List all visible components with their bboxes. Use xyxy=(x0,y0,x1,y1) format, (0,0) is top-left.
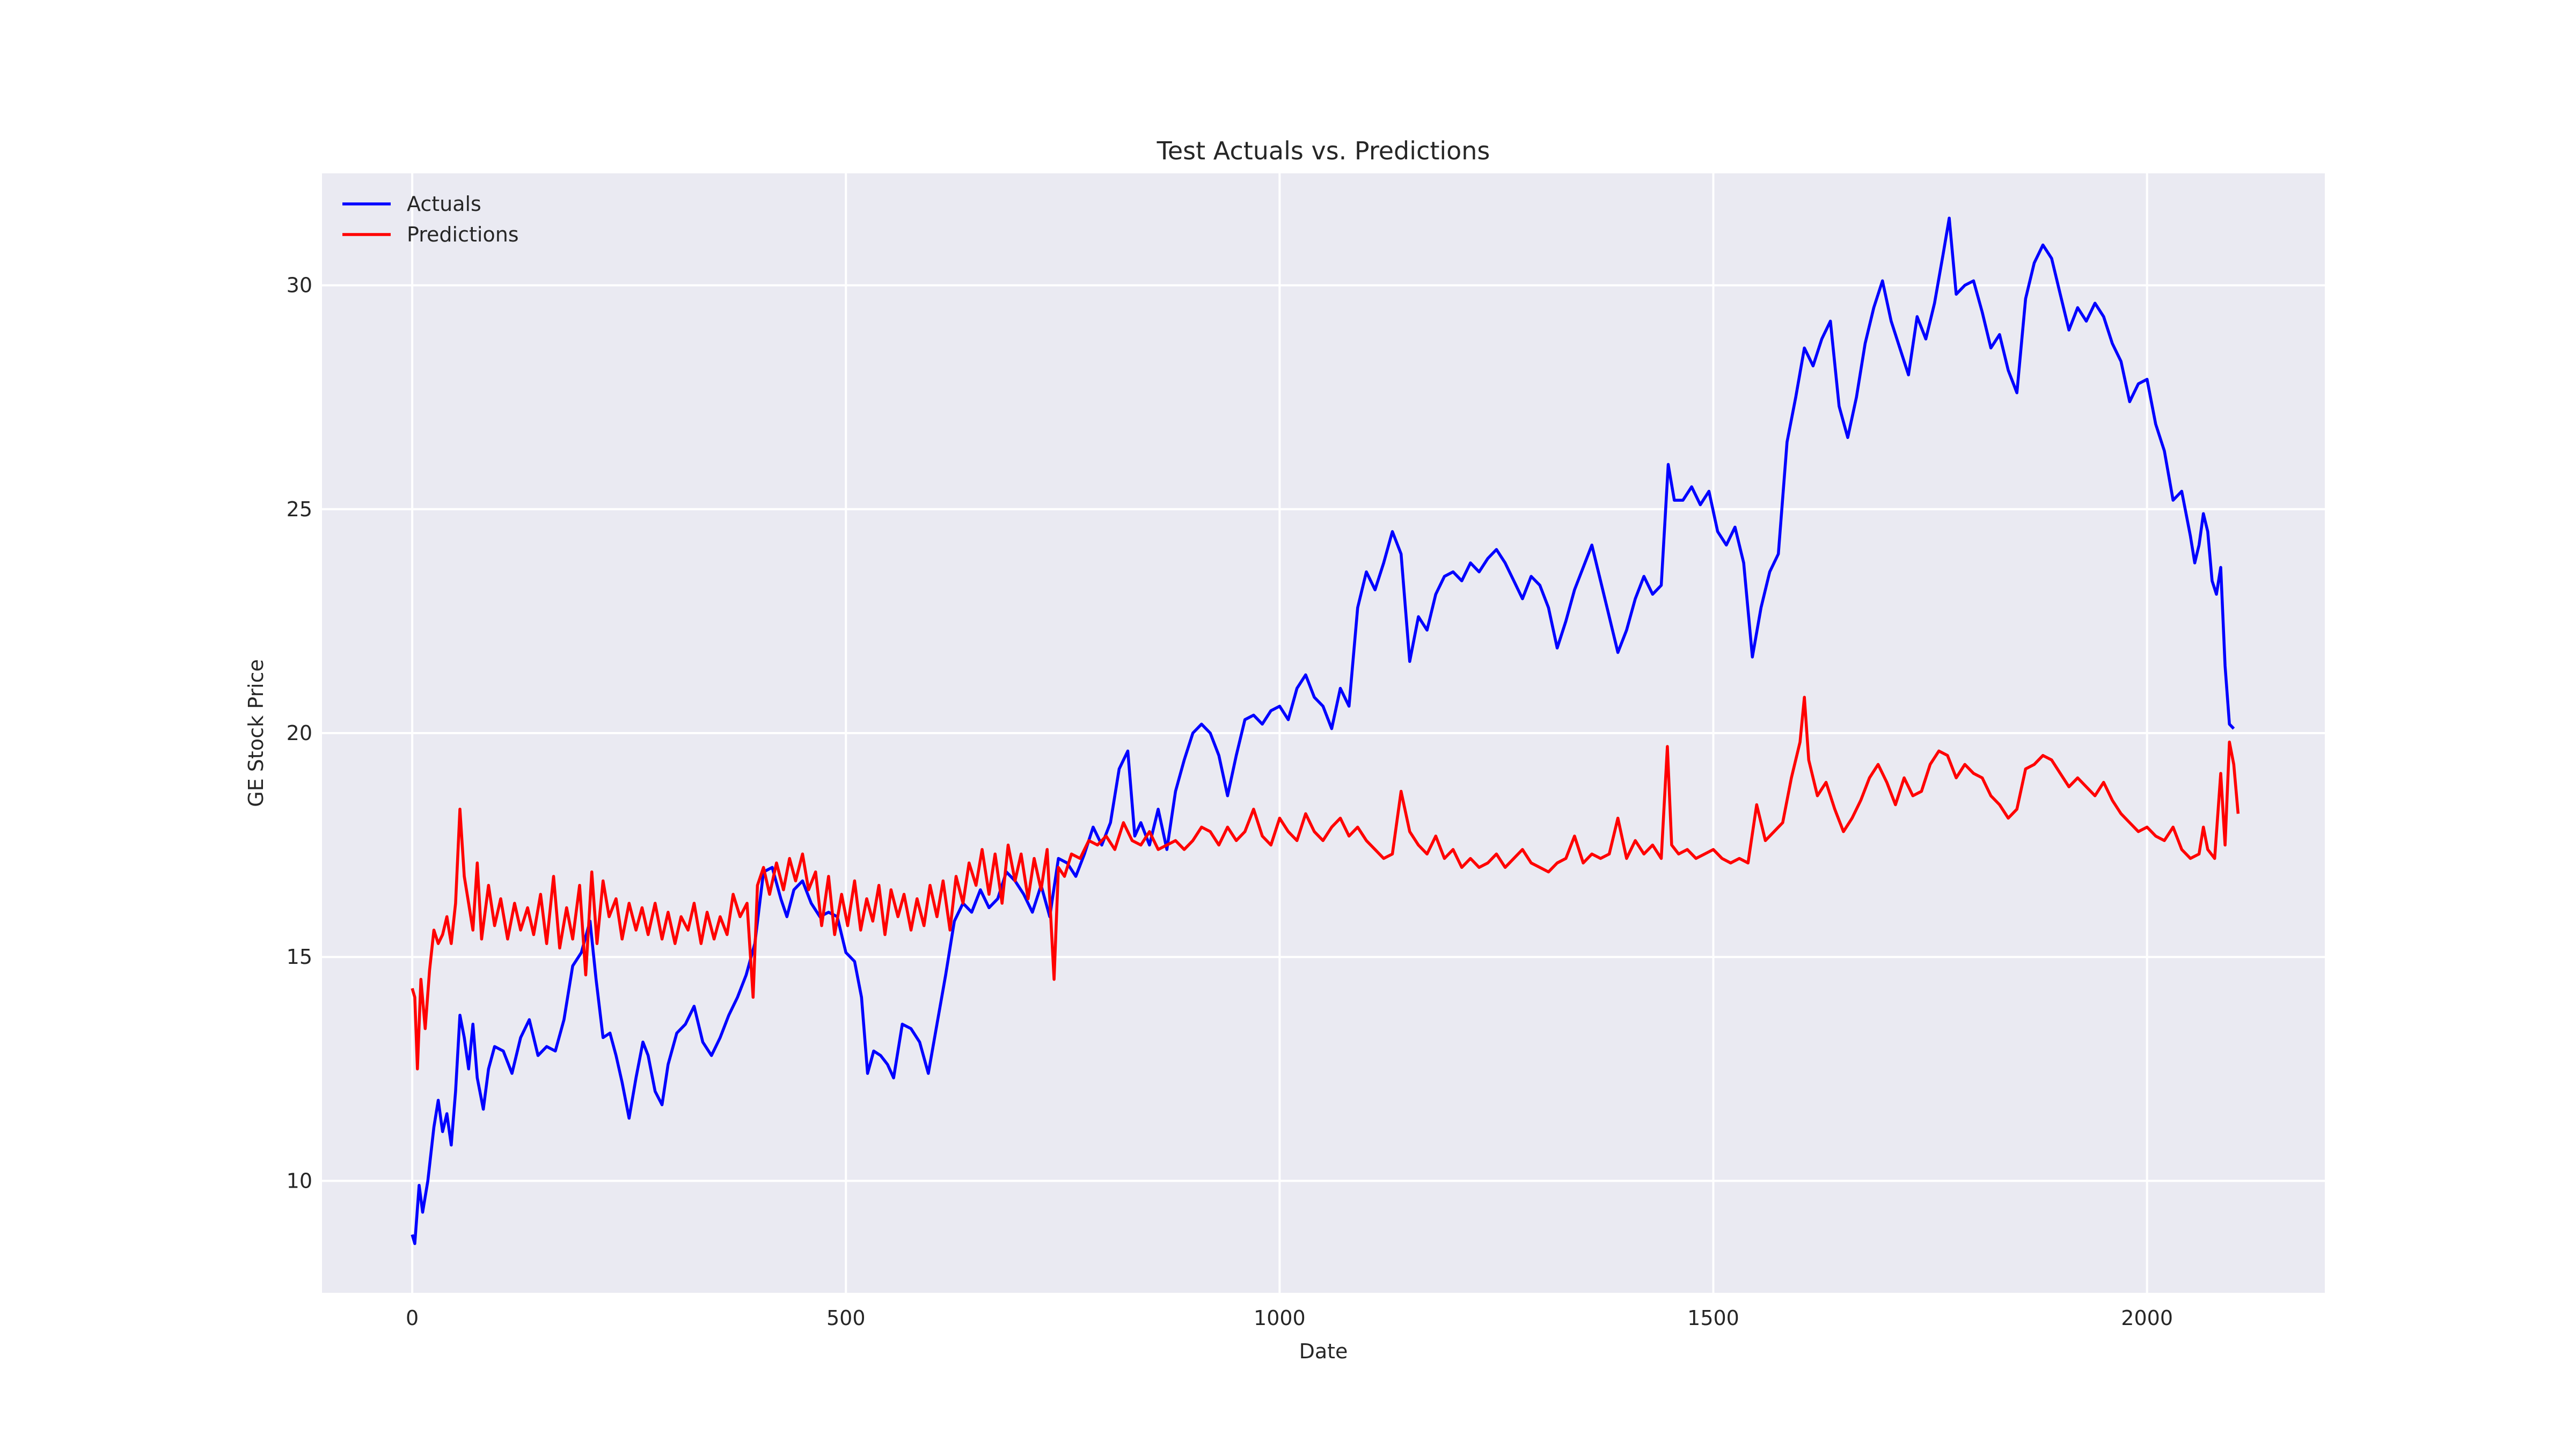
y-tick-label: 20 xyxy=(287,721,312,745)
x-axis-label: Date xyxy=(1299,1340,1348,1363)
legend-label: Predictions xyxy=(407,223,519,246)
series-layer xyxy=(411,216,2240,1245)
y-tick-label: 10 xyxy=(287,1169,312,1192)
x-tick-label: 1500 xyxy=(1687,1306,1739,1330)
legend-label: Actuals xyxy=(407,192,481,216)
legend: Actuals Predictions xyxy=(342,192,519,246)
tick-labels: 0 500 1000 1500 2000 10 15 20 25 30 xyxy=(287,274,2173,1330)
x-tick-label: 0 xyxy=(406,1306,419,1330)
legend-item: Predictions xyxy=(342,223,519,246)
x-tick-label: 500 xyxy=(826,1306,866,1330)
grid xyxy=(322,173,2325,1293)
series-line-actuals xyxy=(411,216,2235,1245)
legend-item: Actuals xyxy=(342,192,481,216)
y-axis-label: GE Stock Price xyxy=(244,659,268,807)
chart-title: Test Actuals vs. Predictions xyxy=(1157,136,1490,165)
y-tick-label: 15 xyxy=(287,945,312,969)
x-tick-label: 2000 xyxy=(2121,1306,2173,1330)
x-tick-label: 1000 xyxy=(1254,1306,1306,1330)
series-line-predictions xyxy=(411,696,2240,1071)
y-tick-label: 25 xyxy=(287,497,312,521)
y-tick-label: 30 xyxy=(287,274,312,297)
